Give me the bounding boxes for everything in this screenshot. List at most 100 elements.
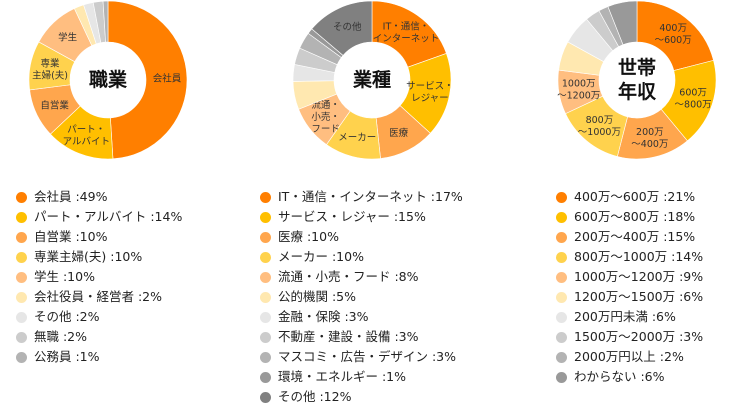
legend-swatch: [556, 291, 567, 303]
slice-label: サービス・レジャー: [406, 81, 452, 104]
slice-label: 200万〜400万: [631, 127, 668, 150]
legend-item: 専業主婦(夫) :10%: [16, 247, 182, 267]
legend-swatch: [260, 231, 271, 243]
legend-swatch: [260, 291, 271, 303]
legend-label: 200万〜400万 :15%: [574, 229, 696, 244]
legend-label: 800万〜1000万 :14%: [574, 249, 704, 264]
slice-10: [607, 0, 638, 46]
legend-item: 学生 :10%: [16, 267, 182, 287]
slice-9: [102, 0, 109, 43]
slice-label: 流通・小売・フード: [311, 99, 340, 135]
legend-label: 公務員 :1%: [34, 349, 100, 364]
legend-label: 200万円未満 :6%: [574, 309, 676, 324]
legend-label: サービス・レジャー :15%: [278, 209, 426, 224]
legend-label: 2000万円以上 :2%: [574, 349, 684, 364]
legend-label: 金融・保険 :3%: [278, 309, 369, 324]
legend-item: 2000万円以上 :2%: [556, 347, 703, 367]
legend-item: マスコミ・広告・デザイン :3%: [260, 347, 463, 367]
industry-legend: IT・通信・インターネット :17% サービス・レジャー :15% 医療 :10% メ…: [260, 187, 463, 407]
legend-swatch: [260, 191, 271, 203]
legend-swatch: [16, 251, 27, 263]
legend-swatch: [260, 271, 271, 283]
legend-label: 1500万〜2000万 :3%: [574, 329, 704, 344]
legend-item: 自営業 :10%: [16, 227, 182, 247]
legend-label: 医療 :10%: [278, 229, 339, 244]
legend-label: 環境・エネルギー :1%: [278, 369, 407, 384]
legend-item: 不動産・建設・設備 :3%: [260, 327, 463, 347]
legend-swatch: [556, 351, 567, 363]
slice-label: 医療: [389, 127, 409, 139]
legend-item: 金融・保険 :3%: [260, 307, 463, 327]
legend-item: 医療 :10%: [260, 227, 463, 247]
legend-label: 自営業 :10%: [34, 229, 108, 244]
legend-label: その他 :12%: [278, 389, 352, 404]
legend-label: 不動産・建設・設備 :3%: [278, 329, 419, 344]
income-legend: 400万〜600万 :21% 600万〜800万 :18% 200万〜400万 :1…: [556, 187, 703, 387]
legend-item: メーカー :10%: [260, 247, 463, 267]
legend-item: 400万〜600万 :21%: [556, 187, 703, 207]
legend-item: 800万〜1000万 :14%: [556, 247, 703, 267]
legend-label: 専業主婦(夫) :10%: [34, 249, 143, 264]
legend-swatch: [556, 251, 567, 263]
legend-swatch: [556, 211, 567, 223]
slice-label: 400万〜600万: [655, 23, 692, 46]
slice-1: [636, 0, 714, 71]
legend-item: 200万円未満 :6%: [556, 307, 703, 327]
legend-swatch: [556, 271, 567, 283]
slice-label: 専業主婦(夫): [32, 57, 68, 81]
legend-swatch: [260, 391, 271, 403]
income-donut: 400万〜600万 600万〜800万 200万〜400万 800万〜1000万 100…: [557, 0, 717, 160]
slice-11: [311, 0, 373, 56]
legend-label: 学生 :10%: [34, 269, 95, 284]
legend-swatch: [16, 311, 27, 323]
legend-item: わからない :6%: [556, 367, 703, 387]
legend-swatch: [16, 211, 27, 223]
slice-label: 600万〜800万: [675, 88, 712, 111]
legend-label: パート・アルバイト :14%: [34, 209, 183, 224]
legend-item: 1500万〜2000万 :3%: [556, 327, 703, 347]
legend-swatch: [16, 331, 27, 343]
legend-label: 無職 :2%: [34, 329, 88, 344]
legend-swatch: [16, 271, 27, 283]
legend-label: 会社役員・経営者 :2%: [34, 289, 163, 304]
legend-item: 会社役員・経営者 :2%: [16, 287, 182, 307]
legend-label: 400万〜600万 :21%: [574, 189, 696, 204]
legend-label: メーカー :10%: [278, 249, 364, 264]
legend-item: 1200万〜1500万 :6%: [556, 287, 703, 307]
legend-swatch: [260, 371, 271, 383]
legend-item: IT・通信・インターネット :17%: [260, 187, 463, 207]
legend-label: マスコミ・広告・デザイン :3%: [278, 349, 457, 364]
legend-label: その他 :2%: [34, 309, 100, 324]
slice-label: メーカー: [338, 133, 376, 144]
legend-label: 公的機関 :5%: [278, 289, 357, 304]
legend-swatch: [556, 371, 567, 383]
legend-label: 1000万〜1200万 :9%: [574, 269, 704, 284]
slice-label: 自営業: [40, 100, 69, 112]
legend-item: 流通・小売・フード :8%: [260, 267, 463, 287]
legend-label: 流通・小売・フード :8%: [278, 269, 419, 284]
legend-label: 600万〜800万 :18%: [574, 209, 696, 224]
occupation-legend: 会社員 :49% パート・アルバイト :14% 自営業 :10% 専業主婦(夫) :1…: [16, 187, 182, 367]
legend-swatch: [260, 211, 271, 223]
legend-item: 公務員 :1%: [16, 347, 182, 367]
legend-item: 600万〜800万 :18%: [556, 207, 703, 227]
legend-swatch: [16, 231, 27, 243]
legend-item: サービス・レジャー :15%: [260, 207, 463, 227]
slice-1: [107, 0, 188, 160]
legend-label: IT・通信・インターネット :17%: [278, 189, 463, 204]
legend-swatch: [16, 191, 27, 203]
legend-swatch: [556, 191, 567, 203]
legend-swatch: [556, 331, 567, 343]
legend-swatch: [260, 351, 271, 363]
legend-item: その他 :12%: [260, 387, 463, 407]
legend-label: 会社員 :49%: [34, 189, 108, 204]
legend-item: その他 :2%: [16, 307, 182, 327]
legend-item: 環境・エネルギー :1%: [260, 367, 463, 387]
legend-item: 無職 :2%: [16, 327, 182, 347]
legend-item: パート・アルバイト :14%: [16, 207, 182, 227]
legend-label: 1200万〜1500万 :6%: [574, 289, 704, 304]
slice-label: 1000万〜1200万: [557, 79, 600, 102]
legend-item: 会社員 :49%: [16, 187, 182, 207]
